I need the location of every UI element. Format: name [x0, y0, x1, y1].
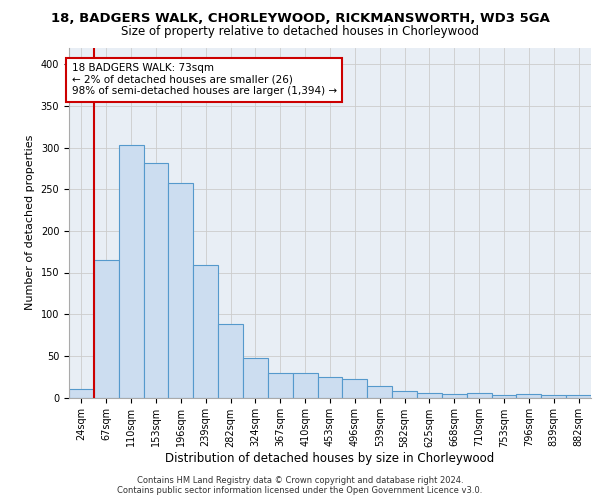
Bar [467, 394, 491, 398]
X-axis label: Distribution of detached houses by size in Chorleywood: Distribution of detached houses by size … [166, 452, 494, 465]
Bar [343, 379, 367, 398]
Bar [218, 324, 243, 398]
Bar [69, 389, 94, 398]
Text: Contains HM Land Registry data © Crown copyright and database right 2024.: Contains HM Land Registry data © Crown c… [137, 476, 463, 485]
Text: 18, BADGERS WALK, CHORLEYWOOD, RICKMANSWORTH, WD3 5GA: 18, BADGERS WALK, CHORLEYWOOD, RICKMANSW… [50, 12, 550, 26]
Bar [442, 394, 467, 398]
Bar [367, 386, 392, 398]
Bar [293, 374, 317, 398]
Text: Contains public sector information licensed under the Open Government Licence v3: Contains public sector information licen… [118, 486, 482, 495]
Bar [143, 162, 169, 398]
Bar [268, 372, 293, 398]
Bar [119, 145, 143, 398]
Bar [491, 395, 517, 398]
Bar [417, 392, 442, 398]
Text: Size of property relative to detached houses in Chorleywood: Size of property relative to detached ho… [121, 25, 479, 38]
Bar [193, 265, 218, 398]
Text: 18 BADGERS WALK: 73sqm
← 2% of detached houses are smaller (26)
98% of semi-deta: 18 BADGERS WALK: 73sqm ← 2% of detached … [71, 64, 337, 96]
Bar [566, 395, 591, 398]
Bar [541, 395, 566, 398]
Bar [317, 376, 343, 398]
Y-axis label: Number of detached properties: Number of detached properties [25, 135, 35, 310]
Bar [169, 182, 193, 398]
Bar [243, 358, 268, 398]
Bar [517, 394, 541, 398]
Bar [94, 260, 119, 398]
Bar [392, 391, 417, 398]
